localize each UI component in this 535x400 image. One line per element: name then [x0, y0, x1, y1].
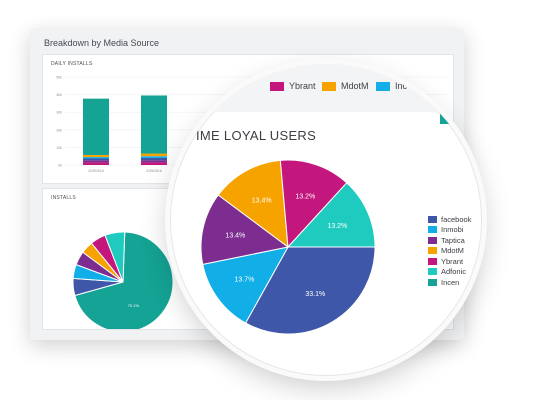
legend-item-ybrant: Ybrant — [428, 256, 471, 267]
legend-item-mdotm: MdotM — [322, 81, 369, 91]
legend-swatch — [428, 247, 437, 255]
legend-item-inmobi: Inmobi — [428, 225, 471, 236]
slice-label: 13.4% — [225, 233, 245, 240]
y-tick-label: 40k — [56, 93, 62, 97]
legend-label: facebook — [441, 214, 472, 224]
legend-swatch — [428, 257, 437, 265]
slice-label: 13.4% — [252, 197, 272, 204]
y-tick-label: 30k — [56, 111, 62, 115]
loyal-users-pie-chart: 33.1% 13.7% 13.4% 13.4% 13.2% 13.2% — [200, 159, 376, 335]
legend-swatch — [376, 81, 390, 91]
pie-slice — [279, 159, 348, 249]
pie-slice — [217, 159, 289, 249]
y-tick-label: 0k — [58, 164, 62, 168]
bar-segment — [83, 98, 109, 155]
magnifier-lens: Ybrant MdotM Inc IME LOYAL USERS 33.1% 13… — [170, 64, 482, 376]
installs-title: INSTALLS — [51, 195, 76, 201]
pie-slice — [202, 246, 289, 324]
legend-label: Adfonic — [441, 267, 467, 277]
legend-item-facebook: facebook — [428, 214, 471, 225]
slice-label: 70.1% — [128, 303, 140, 308]
bar-segment — [83, 158, 109, 161]
bar-segment — [141, 157, 167, 161]
slice-label: 13.2% — [327, 223, 347, 230]
legend-swatch — [428, 215, 437, 223]
bar-segment — [141, 95, 167, 154]
bar-segment — [141, 162, 167, 165]
legend-label: Taptica — [441, 235, 465, 245]
pie-slice — [244, 246, 376, 335]
bar-segment — [141, 160, 167, 163]
daily-installs-title: DAILY INSTALLS — [51, 61, 93, 67]
legend-label: Ybrant — [441, 256, 464, 266]
pie-slice — [286, 182, 376, 248]
bar-segment — [83, 162, 109, 165]
legend-item-ybrant: Ybrant — [270, 81, 316, 91]
loyal-users-legend: facebook Inmobi Taptica MdotM Ybrant Adfonic I… — [428, 214, 471, 288]
bar-segment — [83, 160, 109, 163]
legend-item-inc: Inc — [376, 81, 407, 91]
pie-slice — [74, 231, 174, 329]
x-tick-label: 2/25/2016 — [88, 169, 104, 173]
legend-label: Inmobi — [441, 225, 464, 235]
legend-swatch — [322, 81, 336, 91]
bar-segment — [83, 157, 109, 159]
installs-pie-chart: 70.1% — [72, 231, 174, 329]
bar-segment — [141, 153, 167, 157]
bar-segment — [141, 156, 167, 158]
pie-slice — [200, 194, 290, 265]
legend-label: MdotM — [441, 246, 464, 256]
bar-segment — [83, 154, 109, 158]
magnified-bar-edge — [440, 100, 482, 124]
loyal-users-title: IME LOYAL USERS — [196, 128, 317, 143]
legend-item-adfonic: Adfonic — [428, 267, 471, 278]
y-tick-label: 50k — [56, 76, 62, 80]
legend-item-incen: Incen — [428, 277, 471, 288]
legend-item-mdotm: MdotM — [428, 246, 471, 257]
legend-swatch — [428, 268, 437, 276]
legend-swatch — [428, 226, 437, 234]
legend-swatch — [428, 236, 437, 244]
y-tick-label: 10k — [56, 146, 62, 150]
legend-swatch — [428, 278, 437, 286]
y-tick-label: 20k — [56, 128, 62, 132]
legend-label: Incen — [441, 277, 460, 287]
slice-label: 13.7% — [235, 276, 255, 283]
card-title: Breakdown by Media Source — [44, 38, 160, 48]
legend-swatch — [270, 81, 284, 91]
x-tick-label: 2/25/2016 — [146, 169, 162, 173]
slice-label: 13.2% — [295, 193, 315, 200]
slice-label: 33.1% — [305, 291, 325, 298]
legend-item-taptica: Taptica — [428, 235, 471, 246]
pie-slice — [104, 231, 126, 283]
